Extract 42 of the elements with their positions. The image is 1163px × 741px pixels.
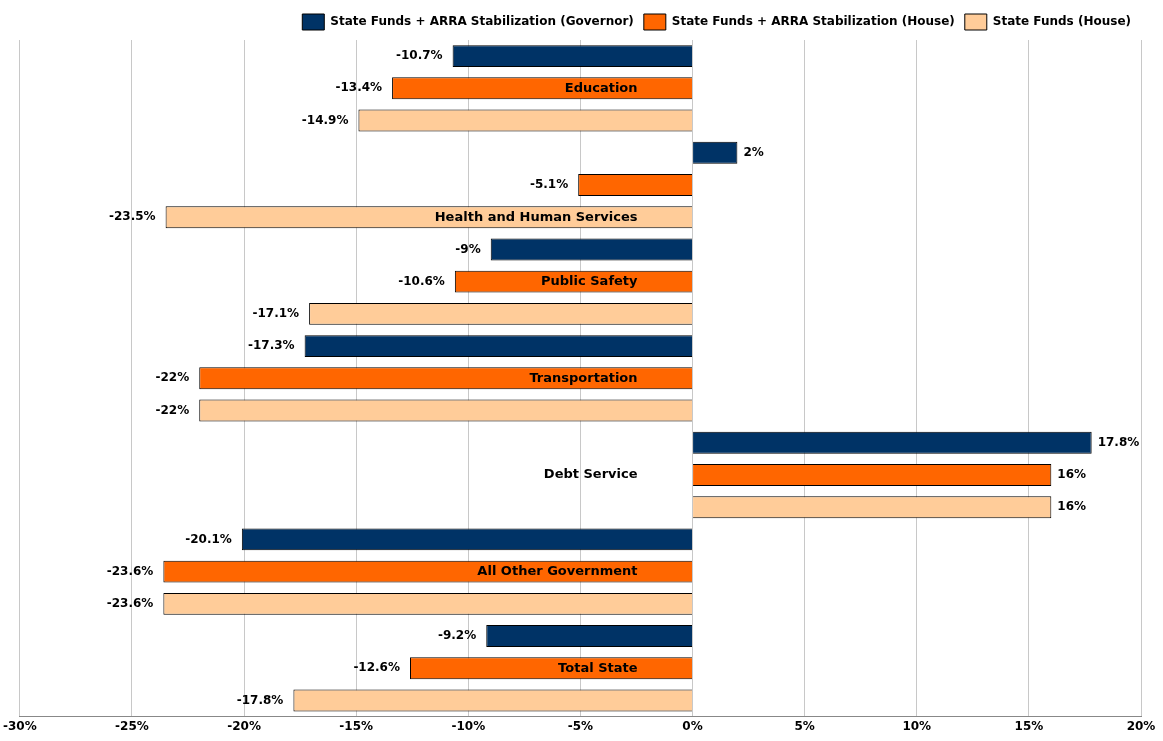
- x-tick-label: 10%: [902, 718, 932, 733]
- data-label: -23.6%: [106, 595, 154, 610]
- y-tick-label: Health and Human Services: [434, 208, 638, 224]
- x-tick-label: -5%: [567, 718, 594, 733]
- data-label: -17.1%: [252, 305, 300, 320]
- data-label: -23.6%: [106, 563, 154, 578]
- x-tick-label: 20%: [1126, 718, 1156, 733]
- x-tick-label: 0%: [682, 718, 703, 733]
- data-label: -10.6%: [398, 273, 445, 288]
- y-tick-label: All Other Government: [477, 562, 638, 578]
- x-tick-label: -30%: [3, 718, 37, 733]
- data-label: -20.1%: [185, 531, 232, 546]
- data-label: -13.4%: [335, 80, 383, 95]
- y-tick-label: Transportation: [529, 369, 638, 385]
- legend-label: State Funds + ARRA Stabilization (House): [671, 14, 955, 29]
- data-label: -23.5%: [108, 209, 156, 224]
- data-label: -22%: [155, 370, 190, 385]
- data-label: -22%: [155, 402, 190, 417]
- data-label: -9%: [455, 241, 481, 256]
- data-label: 16%: [1057, 499, 1087, 514]
- data-label: -5.1%: [529, 177, 569, 192]
- y-tick-label: Total State: [558, 659, 638, 675]
- data-label: 2%: [743, 144, 764, 159]
- x-tick-label: -10%: [451, 718, 486, 733]
- x-tick-label: -15%: [339, 718, 374, 733]
- y-tick-label: Public Safety: [541, 273, 639, 289]
- data-label: 17.8%: [1097, 434, 1140, 449]
- y-tick-label: Education: [564, 79, 638, 95]
- legend-label: State Funds + ARRA Stabilization (Governor): [330, 14, 634, 29]
- x-tick-label: -25%: [115, 718, 149, 733]
- data-label: -14.9%: [301, 112, 349, 127]
- legend-label: State Funds (House): [992, 14, 1132, 29]
- data-label: -17.8%: [236, 692, 284, 707]
- x-tick-label: -20%: [227, 718, 261, 733]
- y-tick-label: Debt Service: [543, 466, 638, 482]
- x-tick-label: 15%: [1014, 718, 1044, 733]
- data-label: -10.7%: [395, 48, 443, 63]
- data-label: -12.6%: [353, 660, 401, 675]
- data-label: 16%: [1057, 467, 1087, 482]
- x-tick-label: 5%: [794, 718, 815, 733]
- data-label: -17.3%: [248, 338, 295, 353]
- data-label: -9.2%: [437, 628, 477, 643]
